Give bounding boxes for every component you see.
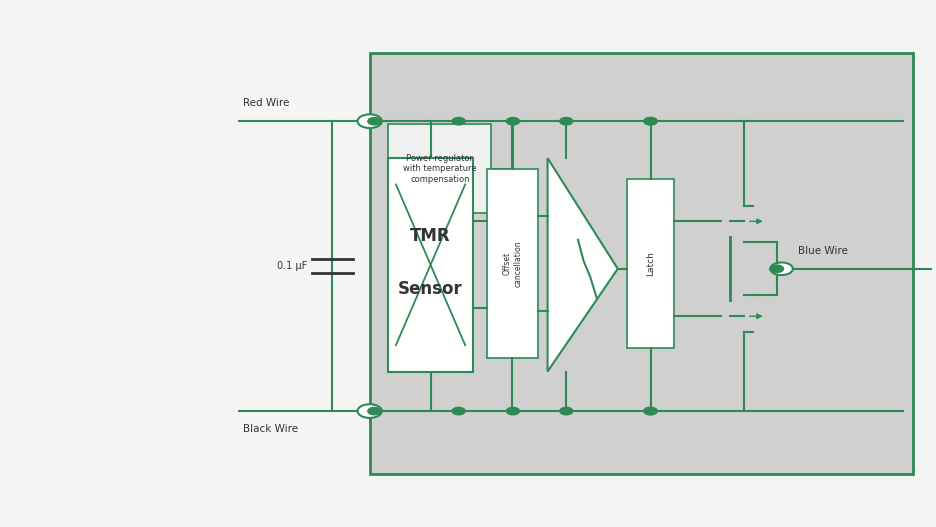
Circle shape <box>452 407 465 415</box>
Bar <box>627 179 674 348</box>
Circle shape <box>368 118 381 125</box>
Circle shape <box>770 265 783 272</box>
Text: TMR: TMR <box>410 227 451 245</box>
Circle shape <box>506 118 519 125</box>
Circle shape <box>644 407 657 415</box>
Circle shape <box>506 407 519 415</box>
Text: Sensor: Sensor <box>398 279 463 298</box>
Circle shape <box>770 262 793 275</box>
Text: Black Wire: Black Wire <box>243 424 299 434</box>
Circle shape <box>644 118 657 125</box>
Bar <box>388 158 473 372</box>
Text: Power regulator
with temperature
compensation: Power regulator with temperature compens… <box>403 154 476 183</box>
Text: 0.1 μF: 0.1 μF <box>277 261 307 271</box>
Circle shape <box>644 118 657 125</box>
Circle shape <box>368 407 381 415</box>
Circle shape <box>560 118 573 125</box>
Text: Blue Wire: Blue Wire <box>798 246 848 256</box>
Polygon shape <box>548 158 618 372</box>
Bar <box>370 53 913 474</box>
Circle shape <box>358 404 382 418</box>
Text: Red Wire: Red Wire <box>243 98 290 108</box>
Text: Offset
cancellation: Offset cancellation <box>503 240 522 287</box>
Bar <box>487 169 538 358</box>
Circle shape <box>358 114 382 128</box>
Circle shape <box>452 118 465 125</box>
Circle shape <box>560 407 573 415</box>
Circle shape <box>644 407 657 415</box>
FancyBboxPatch shape <box>388 124 491 213</box>
Text: Latch: Latch <box>646 251 655 276</box>
